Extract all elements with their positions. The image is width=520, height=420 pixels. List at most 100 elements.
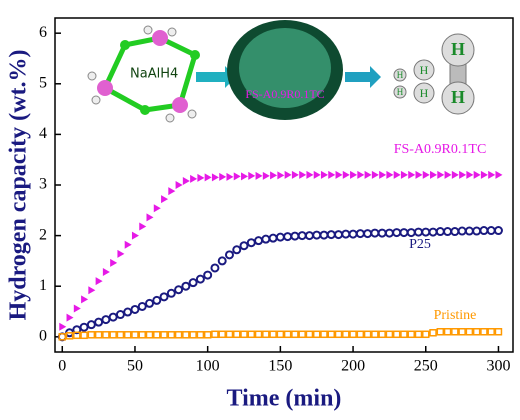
- point: [276, 330, 285, 339]
- point: [350, 170, 358, 179]
- point: [429, 329, 437, 337]
- point: [204, 173, 212, 182]
- point: [88, 286, 96, 295]
- point: [326, 230, 336, 240]
- point: [153, 204, 161, 213]
- point: [304, 231, 314, 241]
- point: [386, 170, 394, 179]
- point: [408, 170, 416, 179]
- point: [109, 331, 117, 339]
- point: [377, 228, 387, 238]
- x-axis-label: Time (min): [227, 386, 342, 412]
- inset-label: FS-A0.9R0.1TC: [245, 87, 324, 101]
- point: [139, 222, 147, 231]
- point: [290, 231, 300, 241]
- point: [203, 270, 213, 280]
- point: [422, 330, 430, 339]
- point: [189, 331, 197, 339]
- point: [174, 285, 184, 295]
- point: [415, 170, 423, 179]
- point: [466, 170, 474, 179]
- y-tick-label: 1: [39, 277, 47, 294]
- point: [472, 328, 481, 336]
- point: [166, 288, 176, 298]
- point: [436, 328, 445, 336]
- point: [270, 171, 278, 180]
- point: [299, 170, 307, 179]
- point: [392, 228, 402, 238]
- point: [335, 170, 343, 179]
- point: [320, 330, 328, 339]
- point: [364, 170, 372, 179]
- point: [277, 171, 285, 180]
- point: [334, 230, 344, 240]
- point: [153, 331, 161, 339]
- inset: NaAlH4 FS-A0.9R0.1TC H H H H H H: [87, 20, 475, 123]
- point: [480, 328, 488, 336]
- point: [486, 226, 496, 236]
- point: [232, 245, 242, 255]
- point: [181, 281, 191, 291]
- inset-label: H: [420, 86, 429, 100]
- point: [450, 227, 460, 237]
- na-atoms: [120, 40, 200, 115]
- point: [254, 236, 264, 246]
- point: [210, 263, 220, 273]
- point: [495, 170, 503, 179]
- point: [371, 330, 379, 339]
- point: [116, 331, 125, 339]
- point: [233, 172, 241, 181]
- point: [312, 330, 321, 339]
- point: [493, 226, 503, 236]
- point: [79, 322, 89, 332]
- series-label: P25: [409, 237, 431, 252]
- point: [239, 241, 249, 251]
- point: [131, 231, 139, 240]
- y-tick-label: 6: [39, 24, 47, 41]
- point: [190, 174, 198, 183]
- point: [291, 170, 299, 179]
- x-tick-label: 0: [58, 358, 66, 375]
- point: [167, 331, 176, 339]
- point: [399, 228, 409, 238]
- point: [414, 330, 423, 339]
- x-tick-label: 300: [486, 358, 510, 375]
- point: [393, 170, 401, 179]
- point: [66, 313, 74, 322]
- point: [306, 170, 314, 179]
- point: [479, 226, 489, 236]
- point: [313, 170, 321, 179]
- point: [262, 330, 270, 339]
- point: [487, 328, 495, 336]
- point: [392, 330, 401, 339]
- point: [254, 330, 263, 339]
- point: [320, 170, 328, 179]
- point: [115, 310, 125, 320]
- microsphere-core: [239, 28, 331, 108]
- y-tick-label: 4: [39, 125, 47, 142]
- point: [268, 233, 278, 243]
- point: [261, 234, 271, 244]
- point: [472, 226, 482, 236]
- inset-label: H: [420, 63, 429, 77]
- point: [232, 330, 241, 339]
- point: [458, 328, 466, 336]
- point: [108, 312, 118, 322]
- point: [130, 304, 140, 314]
- x-tick-label: 50: [127, 358, 143, 375]
- inset-label: H: [397, 87, 404, 97]
- point: [73, 331, 81, 340]
- point: [464, 226, 474, 236]
- point: [217, 256, 227, 266]
- point: [211, 173, 219, 182]
- point: [334, 330, 343, 339]
- point: [182, 176, 190, 185]
- point: [145, 298, 155, 308]
- point: [488, 170, 496, 179]
- point: [341, 229, 351, 239]
- point: [312, 230, 322, 240]
- point: [355, 229, 365, 239]
- point: [168, 187, 176, 196]
- point: [480, 170, 488, 179]
